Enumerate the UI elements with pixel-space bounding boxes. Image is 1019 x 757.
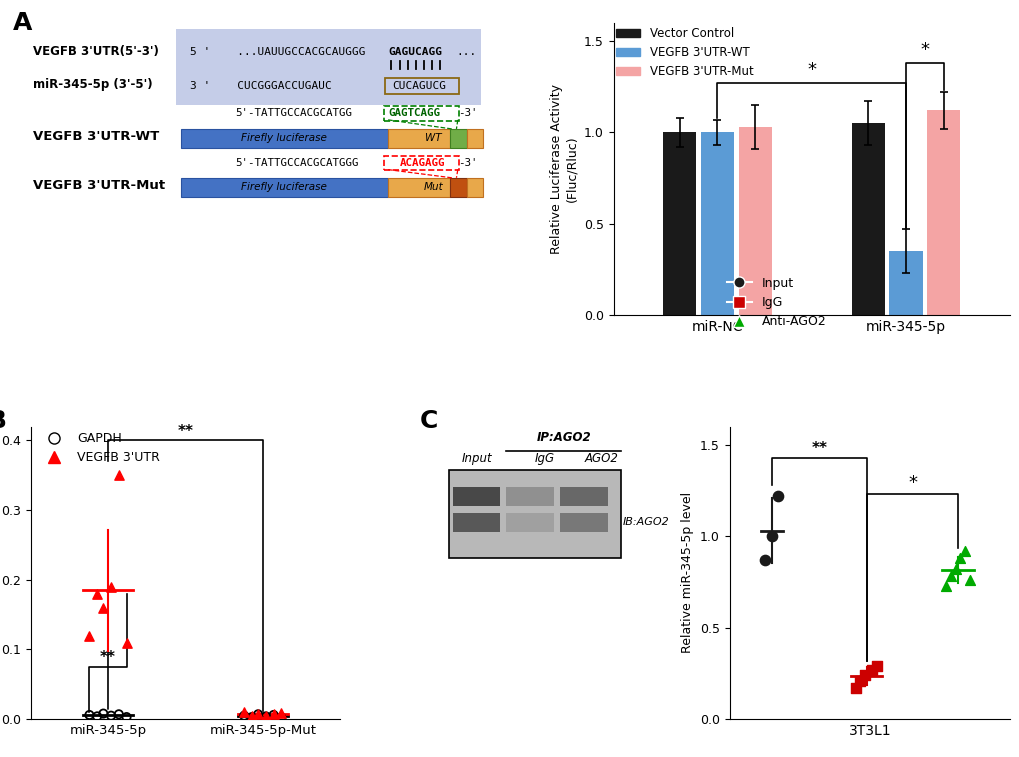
- Point: [244, 709, 260, 721]
- Text: Input: Input: [462, 452, 492, 465]
- Point: [847, 682, 863, 694]
- Point: [250, 708, 266, 720]
- Legend: Vector Control, VEGFB 3'UTR-WT, VEGFB 3'UTR-Mut: Vector Control, VEGFB 3'UTR-WT, VEGFB 3'…: [611, 23, 757, 83]
- Text: 3 '    CUCGGGACCUGAUC: 3 ' CUCGGGACCUGAUC: [190, 81, 331, 91]
- Point: [103, 709, 119, 721]
- Bar: [505, 487, 553, 506]
- Point: [103, 581, 119, 593]
- Text: IB:AGO2: IB:AGO2: [623, 516, 669, 527]
- Point: [769, 490, 786, 502]
- Text: **: **: [100, 650, 116, 665]
- Y-axis label: Relative miR-345-5p level: Relative miR-345-5p level: [681, 492, 694, 653]
- Point: [89, 587, 105, 600]
- Point: [82, 630, 98, 642]
- Text: Firefly luciferase: Firefly luciferase: [242, 133, 327, 143]
- Bar: [700, 132, 734, 316]
- Text: 5'-TATTGCCACGCATGGG: 5'-TATTGCCACGCATGGG: [235, 158, 359, 168]
- Bar: [851, 123, 884, 316]
- Text: ACAGAGG: ACAGAGG: [399, 158, 444, 168]
- Bar: [449, 178, 467, 197]
- Point: [235, 706, 252, 718]
- Text: miR-345-5p (3'-5'): miR-345-5p (3'-5'): [33, 78, 153, 91]
- Text: ...: ...: [455, 47, 476, 57]
- Text: CUCAGUCG: CUCAGUCG: [392, 81, 446, 91]
- Text: VEGFB 3'UTR(5'-3'): VEGFB 3'UTR(5'-3'): [33, 45, 159, 58]
- Point: [868, 660, 884, 672]
- Point: [863, 664, 879, 676]
- Bar: [662, 132, 696, 316]
- Point: [82, 709, 98, 721]
- Bar: [889, 251, 922, 316]
- Point: [118, 711, 135, 723]
- Text: 5 '    ...UAUUGCCACGCAUGGG: 5 ' ...UAUUGCCACGCAUGGG: [190, 47, 365, 57]
- Point: [951, 552, 967, 564]
- Point: [756, 554, 772, 566]
- Text: IP:AGO2: IP:AGO2: [536, 431, 590, 444]
- Text: WT: WT: [425, 133, 441, 143]
- Bar: [505, 512, 553, 532]
- Text: -3': -3': [458, 108, 477, 118]
- Text: A: A: [12, 11, 32, 35]
- Point: [273, 712, 289, 724]
- Text: *: *: [919, 42, 928, 59]
- Bar: [180, 178, 388, 197]
- Text: Mut: Mut: [423, 182, 443, 192]
- Text: *: *: [907, 475, 916, 492]
- Text: GAGUCAGG: GAGUCAGG: [388, 47, 441, 57]
- Bar: [388, 178, 449, 197]
- Point: [937, 580, 954, 592]
- Y-axis label: Relative Luciferase Activity
(Fluc/Rluc): Relative Luciferase Activity (Fluc/Rluc): [550, 84, 578, 254]
- Bar: [738, 127, 771, 316]
- Bar: [559, 512, 607, 532]
- FancyBboxPatch shape: [448, 470, 621, 558]
- Legend: Input, IgG, Anti-AGO2: Input, IgG, Anti-AGO2: [721, 272, 830, 333]
- Bar: [452, 512, 500, 532]
- Point: [250, 709, 266, 721]
- Point: [95, 708, 111, 720]
- Text: *: *: [806, 61, 815, 79]
- Bar: [559, 487, 607, 506]
- Text: VEGFB 3'UTR-WT: VEGFB 3'UTR-WT: [33, 130, 159, 143]
- Point: [95, 602, 111, 614]
- Point: [852, 674, 868, 687]
- Bar: [467, 129, 482, 148]
- Text: AGO2: AGO2: [585, 452, 619, 465]
- Bar: [452, 487, 500, 506]
- Point: [89, 710, 105, 722]
- Point: [273, 707, 289, 719]
- Point: [961, 574, 977, 586]
- Text: GAGTCAGG: GAGTCAGG: [388, 108, 439, 118]
- Text: IgG: IgG: [534, 452, 554, 465]
- Text: -3': -3': [458, 158, 477, 168]
- Point: [265, 709, 281, 721]
- Bar: [926, 111, 960, 316]
- Text: B: B: [0, 409, 6, 433]
- Point: [110, 709, 126, 721]
- Point: [118, 637, 135, 649]
- Point: [763, 530, 780, 542]
- Text: C: C: [420, 409, 438, 433]
- Bar: [449, 129, 467, 148]
- Bar: [180, 129, 388, 148]
- Point: [856, 669, 872, 681]
- Text: **: **: [177, 424, 194, 439]
- Point: [258, 710, 274, 722]
- Point: [235, 709, 252, 721]
- Point: [942, 571, 958, 583]
- Point: [110, 469, 126, 481]
- Point: [265, 709, 281, 721]
- Point: [956, 545, 972, 557]
- Text: 5'-TATTGCCACGCATGG: 5'-TATTGCCACGCATGG: [235, 108, 353, 118]
- Text: **: **: [810, 441, 826, 456]
- Legend: GAPDH, VEGFB 3'UTR: GAPDH, VEGFB 3'UTR: [37, 427, 164, 469]
- Bar: [467, 178, 482, 197]
- Point: [258, 710, 274, 722]
- Point: [244, 711, 260, 723]
- Text: Firefly luciferase: Firefly luciferase: [242, 182, 327, 192]
- Bar: [388, 129, 449, 148]
- Point: [947, 563, 963, 575]
- Text: VEGFB 3'UTR-Mut: VEGFB 3'UTR-Mut: [33, 179, 165, 192]
- FancyBboxPatch shape: [176, 29, 481, 104]
